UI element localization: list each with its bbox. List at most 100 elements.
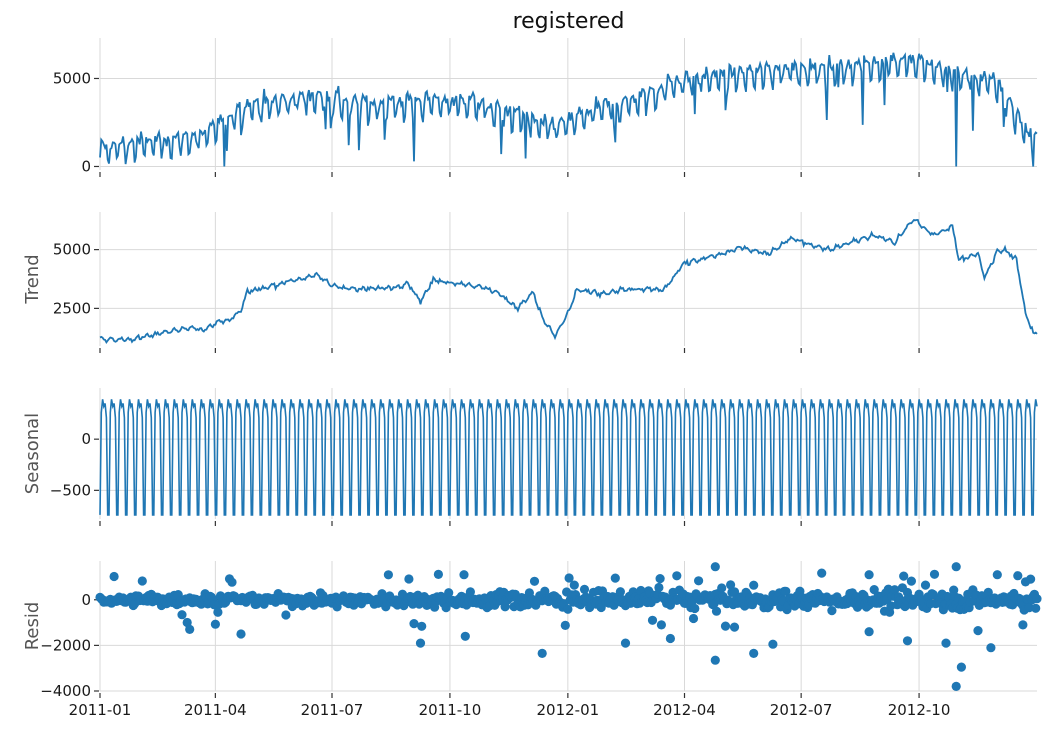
seasonal-panel: −500 0 Seasonal (22, 388, 1038, 526)
resid-point (615, 587, 626, 597)
resid-point (656, 620, 667, 630)
resid-outlier-point-12 (902, 636, 913, 646)
resid-point (610, 573, 620, 583)
resid-point (1031, 603, 1041, 613)
resid-point (210, 619, 220, 629)
resid-point (404, 574, 414, 584)
resid-point (711, 606, 722, 616)
resid-outlier-point-1 (236, 629, 246, 639)
resid-point (720, 621, 731, 631)
resid-outlier-point-20 (951, 562, 961, 572)
resid-point (983, 587, 993, 598)
x-tick-label-7: 2012-10 (888, 701, 951, 719)
x-tick-label-3: 2011-10 (419, 701, 482, 719)
resid-point (688, 613, 699, 624)
resid-outlier-point-2 (415, 638, 426, 648)
resid-point (281, 610, 291, 620)
resid-point (726, 580, 736, 590)
resid-outlier-point-3 (460, 631, 470, 641)
x-tick-label-2: 2011-07 (301, 701, 364, 719)
x-tick-label-6: 2012-07 (770, 701, 833, 719)
resid-point (579, 584, 590, 595)
resid-outlier-point-17 (986, 643, 996, 653)
seasonal-series-line (99, 399, 1038, 516)
resid-ylabel: Resid (22, 602, 43, 651)
resid-point (655, 574, 665, 584)
resid-ytick-label-0: −4000 (40, 682, 91, 700)
resid-point (417, 621, 427, 631)
resid-point (409, 619, 419, 629)
resid-point (690, 603, 700, 614)
x-tick-label-4: 2012-01 (537, 701, 600, 719)
resid-point (560, 620, 570, 631)
trend-panel: 2500 5000 Trend (22, 212, 1038, 353)
resid-ytick-label-1: −2000 (40, 636, 91, 654)
trend-ylabel: Trend (22, 254, 43, 304)
resid-point (929, 569, 940, 579)
resid-outlier-point-16 (973, 626, 983, 636)
resid-point (781, 586, 791, 596)
resid-point (137, 576, 147, 586)
resid-point (654, 582, 664, 593)
resid-point (433, 569, 443, 580)
resid-point (177, 610, 187, 620)
resid-outlier-point-23 (672, 571, 682, 581)
resid-point (569, 580, 579, 590)
resid-outlier-point-19 (710, 562, 720, 572)
x-tick-label-1: 2011-04 (184, 701, 247, 719)
resid-point (890, 585, 900, 595)
resid-point (817, 568, 827, 578)
resid-outlier-point-11 (864, 627, 874, 637)
resid-outlier-point-8 (729, 622, 740, 632)
resid-outlier-point-18 (1018, 620, 1028, 630)
resid-outlier-point-9 (749, 648, 759, 659)
resid-ytick-label-2: 0 (81, 591, 91, 609)
resid-outlier-point-13 (941, 638, 951, 648)
x-tick-label-0: 2011-01 (69, 701, 132, 719)
trend-ytick-label-1: 5000 (53, 241, 91, 259)
resid-point (383, 570, 393, 580)
resid-point (827, 606, 837, 616)
resid-outlier-point-7 (710, 655, 720, 665)
resid-outlier-point-14 (951, 681, 961, 692)
resid-point (920, 580, 931, 590)
chart-title: registered (513, 9, 625, 34)
observed-ytick-label-0: 0 (81, 157, 91, 175)
resid-point (109, 571, 119, 582)
resid-point (227, 577, 237, 587)
resid-point (540, 586, 550, 596)
resid-point (182, 617, 192, 628)
observed-ytick-label-1: 5000 (53, 69, 91, 87)
resid-point (1032, 594, 1042, 604)
observed-series-line (99, 52, 1038, 167)
resid-point (459, 570, 469, 580)
resid-point (1013, 571, 1023, 581)
resid-outlier-point-10 (768, 639, 778, 649)
resid-point (213, 607, 223, 617)
resid-outlier-point-21 (864, 570, 874, 580)
resid-point (906, 576, 917, 586)
resid-point (465, 587, 475, 597)
resid-point (899, 571, 909, 581)
resid-outlier-point-4 (537, 648, 547, 659)
trend-ytick-label-0: 2500 (53, 299, 91, 317)
resid-panel: −4000 −2000 0 Resid (22, 561, 1042, 700)
resid-outlier-point-6 (665, 633, 676, 644)
seasonal-ylabel: Seasonal (22, 413, 43, 494)
observed-panel: 0 5000 registered (53, 9, 1038, 177)
resid-point (694, 576, 704, 586)
resid-outlier-point-15 (956, 662, 967, 672)
resid-outlier-point-0 (185, 624, 195, 635)
resid-outlier-point-5 (620, 638, 631, 648)
resid-point (1026, 574, 1036, 584)
x-tick-label-5: 2012-04 (653, 701, 716, 719)
resid-point (717, 583, 727, 593)
seasonal-ytick-label-1: 0 (81, 430, 91, 448)
resid-point (444, 588, 454, 598)
resid-point (564, 573, 574, 583)
resid-point (647, 615, 658, 625)
seasonal-ytick-label-0: −500 (50, 481, 91, 499)
trend-series-line (99, 218, 1038, 344)
resid-outlier-point-22 (992, 570, 1002, 580)
